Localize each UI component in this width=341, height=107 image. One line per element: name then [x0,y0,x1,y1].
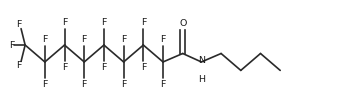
Text: N: N [198,56,205,65]
Text: F: F [81,80,87,89]
Text: F: F [160,80,166,89]
Text: F: F [101,18,107,27]
Text: H: H [198,75,205,84]
Text: O: O [179,19,187,28]
Text: F: F [121,35,126,44]
Text: F: F [62,18,67,27]
Text: F: F [16,61,22,70]
Text: F: F [16,20,22,29]
Text: F: F [9,41,15,50]
Text: F: F [42,35,47,44]
Text: F: F [121,80,126,89]
Text: F: F [62,63,67,72]
Text: F: F [42,80,47,89]
Text: F: F [160,35,166,44]
Text: F: F [140,63,146,72]
Text: F: F [101,63,107,72]
Text: F: F [140,18,146,27]
Text: F: F [81,35,87,44]
